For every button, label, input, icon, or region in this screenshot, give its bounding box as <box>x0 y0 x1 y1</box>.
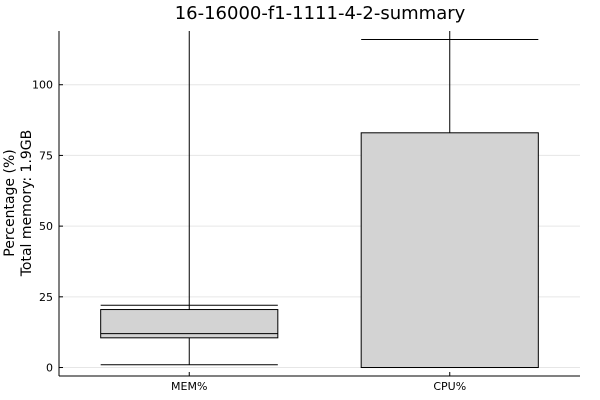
x-axis-ticks: MEM% CPU% <box>171 372 466 393</box>
y-axis-ticks: 0 25 50 75 100 <box>32 79 63 375</box>
chart-title: 16-16000-f1-1111-4-2-summary <box>175 3 466 24</box>
y-tick-label-25: 25 <box>39 291 53 304</box>
y-axis-label-line-2: Total memory: 1.9GB <box>19 130 35 278</box>
y-tick-label-0: 0 <box>46 362 53 375</box>
boxes <box>100 31 539 369</box>
y-tick-label-100: 100 <box>32 79 53 92</box>
box-0 <box>100 31 279 366</box>
y-tick-label-50: 50 <box>39 220 53 233</box>
box-1 <box>360 31 539 369</box>
y-tick-label-75: 75 <box>39 149 53 162</box>
box-iqr <box>360 132 539 369</box>
x-tick-label-1: CPU% <box>433 380 466 393</box>
y-axis-label-line-1: Percentage (%) <box>2 149 18 256</box>
x-tick-label-0: MEM% <box>171 380 207 393</box>
